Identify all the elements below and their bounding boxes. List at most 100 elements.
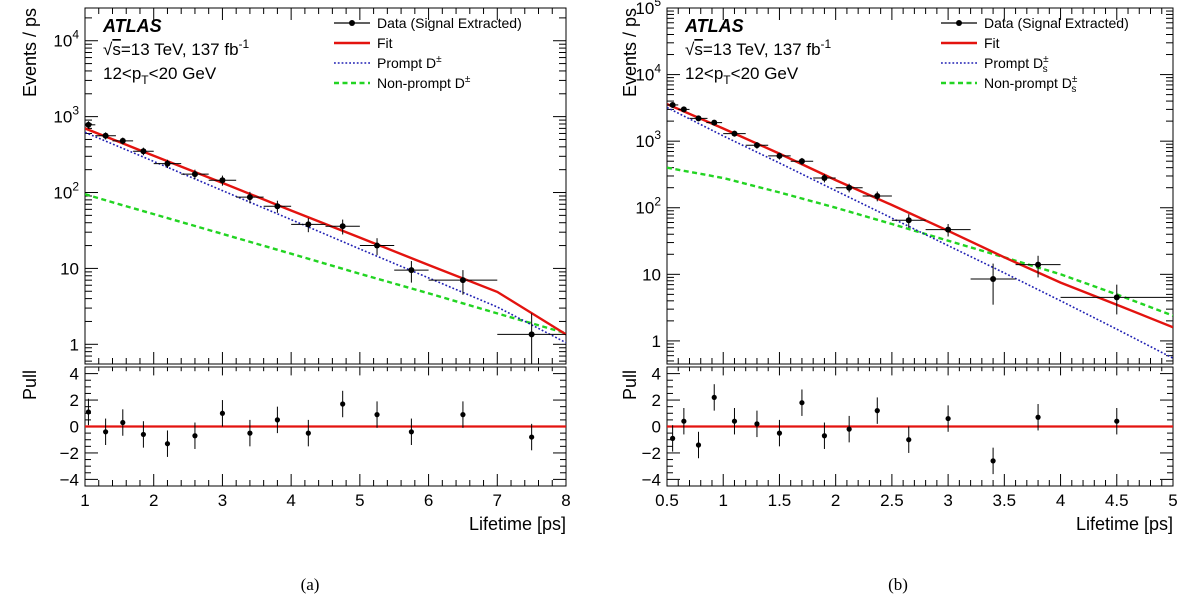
fit-curve — [85, 128, 566, 334]
x-tick-label: 6 — [424, 491, 433, 510]
y-ticks — [667, 8, 1173, 361]
data-point — [120, 138, 126, 144]
pull-point — [799, 400, 804, 405]
data-point — [103, 133, 109, 139]
data-point — [460, 277, 466, 283]
experiment-label: ATLAS — [102, 16, 162, 36]
pull-point — [732, 419, 737, 424]
y-tick-base: 10 — [635, 199, 654, 218]
legend-data-marker — [956, 20, 962, 26]
x-tick-label: 3.5 — [993, 491, 1017, 510]
kin-pre: 12<p — [103, 64, 141, 83]
pull-tick-label: −2 — [642, 444, 661, 463]
fit-curve — [667, 104, 1173, 327]
pull-point — [141, 432, 146, 437]
legend-text: Data (Signal Extracted) — [984, 15, 1129, 31]
data-point — [85, 122, 91, 128]
data-point — [192, 171, 198, 177]
data-point — [529, 331, 535, 337]
x-tick-label: 2 — [149, 491, 158, 510]
pull-point — [670, 436, 675, 441]
pull-point — [103, 429, 108, 434]
data-point — [219, 177, 225, 183]
y-tick-base: 10 — [53, 184, 72, 203]
pull-point — [1035, 415, 1040, 420]
panel-caption: (b) — [888, 575, 908, 594]
experiment-label: ATLAS — [684, 16, 744, 36]
energy-sup: -1 — [821, 37, 832, 51]
kin-pre: 12<p — [685, 64, 723, 83]
y-tick-exponent: 4 — [654, 62, 661, 76]
x-tick-label: 2.5 — [880, 491, 904, 510]
data-point — [945, 227, 951, 233]
data-point — [408, 267, 414, 273]
y-tick-base: 10 — [53, 32, 72, 51]
main-plot-frame — [667, 8, 1173, 364]
pull-point — [247, 431, 252, 436]
y-tick-exponent: 2 — [72, 180, 79, 194]
pull-point — [120, 420, 125, 425]
legend-nonprompt-label: Non-prompt D± — [377, 74, 471, 91]
prompt-curve — [667, 108, 1173, 359]
energy-sup: -1 — [239, 37, 250, 51]
y-tick-exponent: 2 — [654, 195, 661, 209]
kinematic-label: 12<pT<20 GeV — [103, 64, 217, 87]
data-point — [274, 203, 280, 209]
legend-fit-label: Fit — [984, 35, 1000, 51]
y-tick-exponent: 4 — [72, 28, 79, 42]
pull-point — [822, 433, 827, 438]
legend-text: Non-prompt D — [984, 75, 1072, 91]
y-tick-label: 10 — [642, 265, 661, 284]
curves — [667, 104, 1173, 358]
pull-point — [847, 427, 852, 432]
x-tick-label: 0.5 — [655, 491, 679, 510]
y-tick-exponent: 5 — [654, 0, 661, 9]
data-point — [670, 102, 676, 108]
x-tick-label: 4 — [286, 491, 295, 510]
kin-post: <20 GeV — [731, 64, 799, 83]
y-tick-label: 1 — [70, 335, 79, 354]
pull-tick-label: −4 — [60, 470, 79, 489]
legend-sup: ± — [465, 74, 471, 85]
legend-data-label: Data (Signal Extracted) — [984, 15, 1129, 31]
legend-text: Non-prompt D — [377, 75, 465, 91]
pull-tick-label: −2 — [60, 444, 79, 463]
pull-point — [275, 417, 280, 422]
y-tick-base: 10 — [635, 132, 654, 151]
kin-post: <20 GeV — [149, 64, 217, 83]
legend-prompt-label: Prompt D± s — [984, 54, 1049, 75]
pull-point — [529, 434, 534, 439]
data-point — [799, 158, 805, 164]
x-tick-label: 2 — [831, 491, 840, 510]
pull-points — [86, 391, 534, 457]
legend-fit-label: Fit — [377, 35, 393, 51]
legend-sub: s — [1043, 64, 1048, 75]
nonprompt-curve — [85, 194, 566, 333]
y-tick-exponent: 3 — [72, 104, 79, 118]
y-tick-base: 10 — [53, 108, 72, 127]
pull-tick-label: 2 — [652, 391, 661, 410]
pull-tick-label: 0 — [652, 418, 661, 437]
energy-s: s — [112, 40, 121, 59]
x-tick-label: 1.5 — [768, 491, 792, 510]
data-point — [990, 276, 996, 282]
legend-sub: s — [1071, 84, 1076, 95]
pull-point — [306, 431, 311, 436]
data-point — [874, 193, 880, 199]
y-tick-label: 104 — [53, 28, 79, 51]
y-tick-label: 102 — [53, 180, 79, 203]
x-tick-label: 1 — [718, 491, 727, 510]
legend-prompt-label: Prompt D± — [377, 54, 442, 71]
x-tick-label: 4.5 — [1105, 491, 1129, 510]
legend-text: Prompt D — [377, 55, 436, 71]
energy-label: √s=13 TeV, 137 fb-1 — [685, 37, 832, 59]
data-point — [731, 131, 737, 137]
pull-tick-label: 2 — [70, 391, 79, 410]
y-axis-label: Events / ps — [620, 8, 640, 97]
data-point — [340, 223, 346, 229]
data-point — [247, 194, 253, 200]
legend-text: Fit — [984, 35, 1000, 51]
